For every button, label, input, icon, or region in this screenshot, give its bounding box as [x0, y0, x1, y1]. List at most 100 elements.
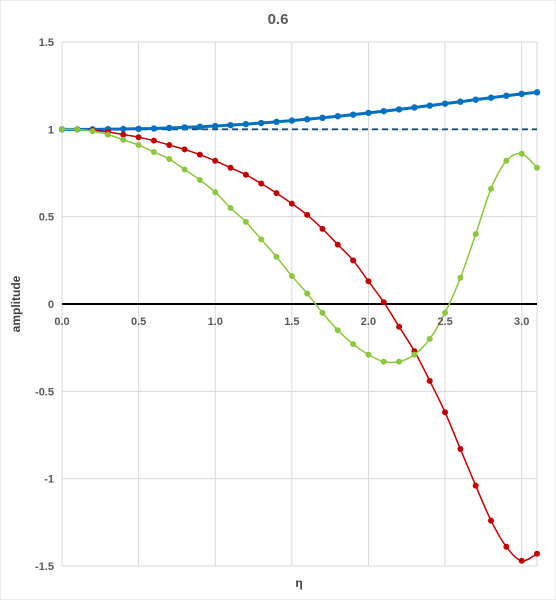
data-point: [150, 137, 157, 144]
data-point: [472, 482, 479, 489]
data-point: [288, 273, 295, 280]
data-point: [135, 125, 142, 133]
y-axis-ticks: 1.5 1 0.5 0 -0.5 -1 -1.5: [35, 37, 54, 573]
data-point: [242, 218, 249, 225]
data-point: [534, 550, 540, 557]
data-point: [212, 189, 219, 196]
data-point: [212, 122, 219, 130]
data-point: [166, 142, 173, 149]
data-point: [426, 102, 433, 109]
data-point: [457, 274, 464, 281]
data-point: [273, 253, 280, 260]
data-point: [334, 241, 341, 248]
data-point: [303, 116, 311, 123]
data-point: [442, 309, 449, 316]
x-axis-ticks: 0.0 0.5 1.0 1.5 2.0 2.5 3.0: [54, 316, 529, 328]
y-tick-label: 1.5: [39, 37, 54, 49]
data-point: [89, 128, 96, 135]
data-point: [518, 557, 525, 564]
data-point: [273, 190, 280, 197]
data-point: [319, 309, 326, 316]
series-3: [59, 126, 540, 365]
data-point: [396, 323, 403, 330]
data-point: [350, 257, 357, 264]
data-point: [304, 211, 311, 218]
data-point: [181, 124, 188, 131]
data-point: [518, 150, 525, 157]
data-point: [212, 157, 219, 164]
y-tick-label: 0: [48, 299, 54, 311]
x-tick-label: 2.5: [437, 316, 452, 328]
data-point: [534, 164, 540, 171]
data-point: [273, 118, 280, 126]
data-point: [472, 96, 479, 103]
data-point: [503, 157, 510, 164]
y-axis-title: amplitude: [9, 275, 23, 332]
data-point: [166, 124, 173, 132]
x-tick-label: 1.0: [208, 316, 223, 328]
x-tick-label: 0.5: [131, 316, 146, 328]
data-point: [181, 166, 188, 173]
data-point: [533, 89, 541, 96]
data-point: [304, 290, 311, 297]
data-series: [58, 89, 541, 564]
data-point: [227, 164, 234, 171]
data-point: [258, 180, 265, 187]
data-point: [488, 185, 495, 192]
reference-lines: [62, 128, 537, 305]
data-point: [411, 104, 418, 111]
data-point: [380, 358, 387, 365]
x-tick-label: 0.0: [54, 316, 69, 328]
data-point: [488, 517, 495, 524]
data-point: [396, 358, 403, 365]
data-point: [257, 119, 265, 127]
data-point: [150, 125, 158, 132]
data-point: [365, 278, 372, 285]
data-point: [120, 125, 127, 133]
data-point: [181, 146, 188, 153]
x-tick-label: 2.0: [361, 316, 376, 328]
data-point: [457, 445, 464, 452]
x-tick-label: 1.5: [284, 316, 299, 328]
data-point: [196, 176, 203, 183]
x-axis-title: η: [295, 576, 302, 590]
data-point: [426, 335, 433, 342]
data-point: [457, 98, 464, 105]
data-point: [518, 90, 525, 98]
data-point: [365, 351, 372, 358]
data-point: [227, 121, 234, 129]
y-tick-label: 1: [48, 124, 54, 136]
data-point: [334, 113, 342, 120]
data-point: [120, 136, 127, 143]
data-point: [166, 156, 173, 163]
data-point: [227, 204, 234, 211]
data-point: [503, 543, 510, 550]
y-tick-label: -1.5: [35, 561, 54, 573]
data-point: [59, 126, 65, 133]
data-point: [150, 149, 157, 156]
data-point: [196, 123, 204, 130]
y-tick-label: 0.5: [39, 212, 54, 224]
data-point: [472, 231, 479, 238]
data-point: [442, 409, 449, 416]
data-point: [135, 134, 142, 141]
data-point: [288, 117, 296, 124]
data-point: [120, 131, 127, 138]
data-point: [380, 107, 387, 115]
data-point: [349, 111, 357, 118]
data-point: [242, 120, 250, 128]
data-point: [426, 377, 433, 384]
data-point: [288, 200, 295, 207]
data-point: [350, 341, 357, 348]
series-1: [58, 89, 541, 133]
data-point: [135, 142, 142, 149]
data-point: [104, 131, 111, 138]
data-point: [503, 92, 510, 99]
data-point: [196, 151, 203, 158]
data-point: [411, 351, 418, 358]
data-point: [319, 114, 326, 122]
data-point: [74, 126, 81, 133]
